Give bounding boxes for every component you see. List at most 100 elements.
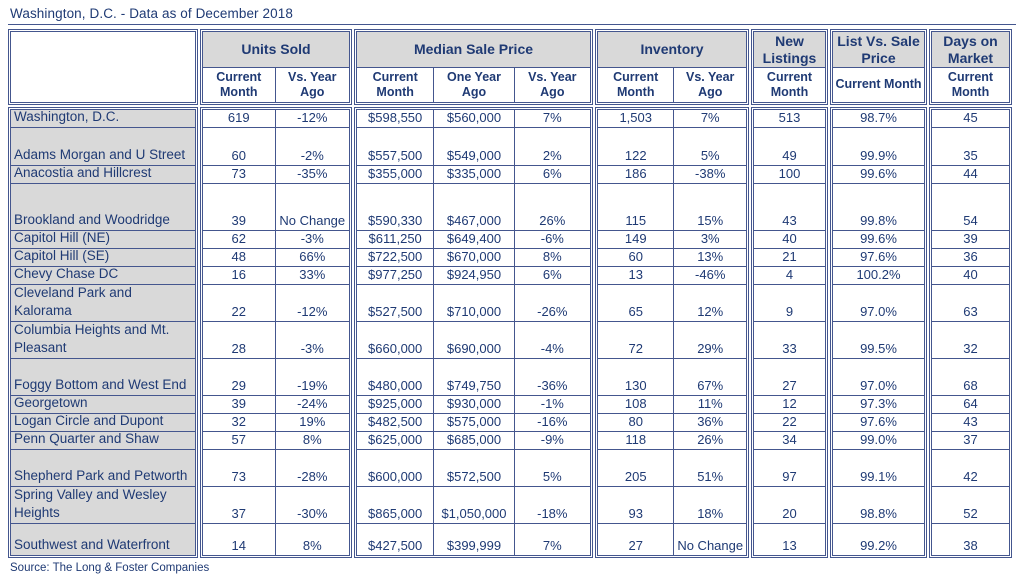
table-row: $590,330 $467,000 26% — [356, 183, 591, 231]
data-cell: $335,000 — [433, 165, 515, 184]
table-row: 27 No Change — [597, 523, 747, 556]
group-header-box: Days on Market Current Month — [929, 29, 1012, 105]
region-label: Washington, D.C. — [10, 109, 196, 128]
table-row: 4 — [753, 266, 826, 285]
data-cell: 12% — [673, 284, 747, 322]
subheader-row: Current Month One Year Ago Vs. Year Ago — [356, 67, 591, 103]
data-cell: 62 — [202, 230, 276, 249]
data-cell: 43 — [753, 183, 826, 231]
table-row: 122 5% — [597, 127, 747, 166]
table-row: 1,503 7% — [597, 109, 747, 128]
region-label: Shepherd Park and Petworth — [10, 449, 196, 487]
data-cell: 513 — [753, 109, 826, 128]
data-cell: $924,950 — [433, 266, 515, 285]
data-cell: $427,500 — [356, 523, 435, 556]
data-cell: 52 — [931, 486, 1010, 524]
data-cell: 100.2% — [832, 266, 925, 285]
data-cell: -19% — [274, 358, 350, 396]
data-cell: -46% — [673, 266, 747, 285]
data-cell: $572,500 — [433, 449, 515, 487]
data-cell: $925,000 — [356, 395, 435, 414]
data-cell: $930,000 — [433, 395, 515, 414]
data-cell: 20 — [753, 486, 826, 524]
subheader-cell: Vs. Year Ago — [673, 67, 747, 103]
table-row: 97.0% — [832, 358, 925, 396]
data-cell: $625,000 — [356, 431, 435, 450]
table-row: 97.0% — [832, 284, 925, 322]
data-cell: 13 — [753, 523, 826, 556]
data-cell: 97.3% — [832, 395, 925, 414]
table-row: 44 — [931, 165, 1010, 184]
data-cell: 2% — [513, 127, 591, 166]
data-cell: $575,000 — [433, 413, 515, 432]
data-cell: 7% — [513, 523, 591, 556]
table-row: $625,000 $685,000 -9% — [356, 431, 591, 450]
data-cell: 7% — [513, 109, 591, 128]
group-title: Median Sale Price — [356, 31, 591, 68]
data-cell: -4% — [513, 321, 591, 359]
data-cell: 44 — [931, 165, 1010, 184]
table-row: 99.0% — [832, 431, 925, 450]
data-cell: $399,999 — [433, 523, 515, 556]
table-row: 49 — [753, 127, 826, 166]
data-cell: 13% — [673, 248, 747, 267]
data-cell: 36% — [673, 413, 747, 432]
data-cell: 100 — [753, 165, 826, 184]
data-cell: -28% — [274, 449, 350, 487]
column-group-new-listings: New Listings Current Month 513 49 100 43 40 21 4… — [751, 29, 828, 558]
subheader-row: Current Month Vs. Year Ago — [202, 67, 350, 103]
table-row: 99.6% — [832, 165, 925, 184]
table-row: 99.6% — [832, 230, 925, 249]
data-cell: 39 — [202, 395, 276, 414]
data-cell: -18% — [513, 486, 591, 524]
table-row: 68 — [931, 358, 1010, 396]
data-cell: 27 — [753, 358, 826, 396]
data-cell: -26% — [513, 284, 591, 322]
data-cell: 5% — [513, 449, 591, 487]
table-row: $598,550 $560,000 7% — [356, 109, 591, 128]
data-cell: $549,000 — [433, 127, 515, 166]
table-row: $722,500 $670,000 8% — [356, 248, 591, 267]
region-label: Georgetown — [10, 395, 196, 414]
table-row: 40 — [931, 266, 1010, 285]
data-cell: 99.9% — [832, 127, 925, 166]
data-cell: 97.0% — [832, 358, 925, 396]
data-cell: 34 — [753, 431, 826, 450]
table-row: 118 26% — [597, 431, 747, 450]
data-cell: $722,500 — [356, 248, 435, 267]
region-label: Adams Morgan and U Street — [10, 127, 196, 166]
data-cell: 130 — [597, 358, 675, 396]
table-row: 16 33% — [202, 266, 350, 285]
title-divider — [8, 24, 1016, 25]
data-cell: 205 — [597, 449, 675, 487]
table-row: 39 -24% — [202, 395, 350, 414]
table-row: 108 11% — [597, 395, 747, 414]
table-row: 97.6% — [832, 413, 925, 432]
region-label: Penn Quarter and Shaw — [10, 431, 196, 450]
data-cell: 29% — [673, 321, 747, 359]
table-row: 37 — [931, 431, 1010, 450]
data-cell: -3% — [274, 230, 350, 249]
table-row: 99.5% — [832, 321, 925, 359]
data-cell: 80 — [597, 413, 675, 432]
data-cell: 99.6% — [832, 230, 925, 249]
data-cell: 16 — [202, 266, 276, 285]
data-cell: 122 — [597, 127, 675, 166]
table-row: 513 — [753, 109, 826, 128]
table-row: 39 No Change — [202, 183, 350, 231]
table-row: 32 19% — [202, 413, 350, 432]
table-row: 62 -3% — [202, 230, 350, 249]
data-cell: 48 — [202, 248, 276, 267]
data-cell: 21 — [753, 248, 826, 267]
data-cell: $600,000 — [356, 449, 435, 487]
data-cell: 72 — [597, 321, 675, 359]
table-row: 35 — [931, 127, 1010, 166]
subheader-row: Current Month — [931, 67, 1010, 103]
group-title: New Listings — [753, 31, 826, 68]
data-cell: 51% — [673, 449, 747, 487]
data-cell: 9 — [753, 284, 826, 322]
table-row: 48 66% — [202, 248, 350, 267]
group-header-box: Median Sale Price Current Month One Year A… — [354, 29, 593, 105]
table-row: 37 -30% — [202, 486, 350, 524]
data-cell: 45 — [931, 109, 1010, 128]
